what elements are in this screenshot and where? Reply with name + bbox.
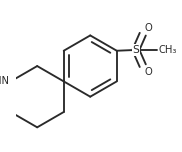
Text: S: S [132,45,139,55]
Text: HN: HN [0,76,9,86]
Text: O: O [144,23,152,33]
Text: CH₃: CH₃ [158,45,177,55]
Text: O: O [144,67,152,77]
